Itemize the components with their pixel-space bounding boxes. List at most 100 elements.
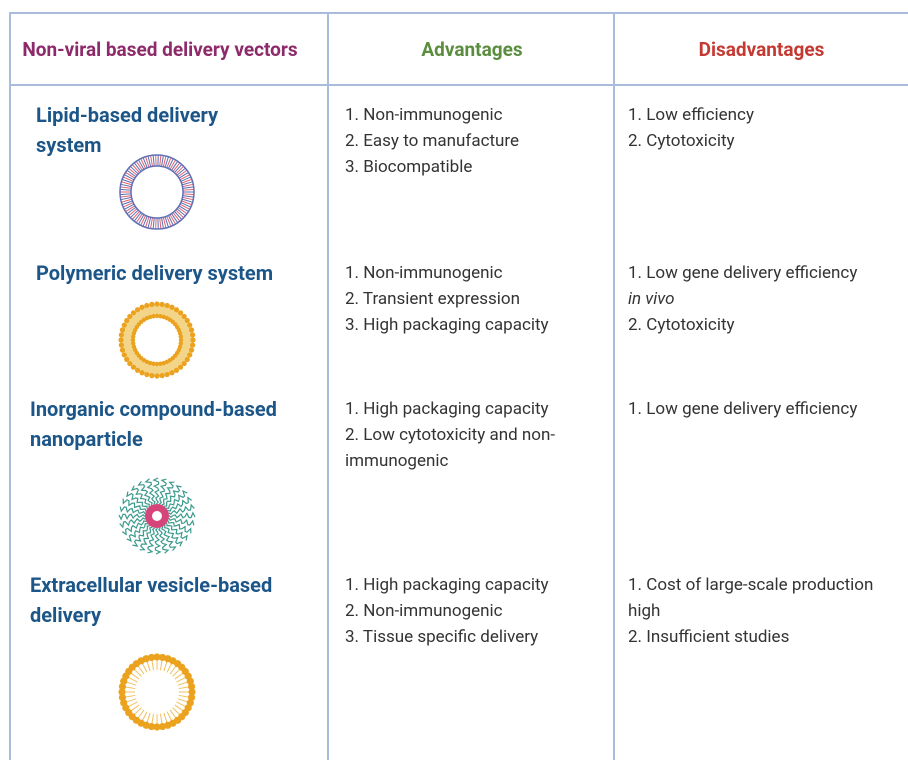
- icon-part: [182, 188, 194, 191]
- icon-part: [121, 181, 133, 186]
- icon-part: [150, 155, 153, 167]
- list-item: 1. Non-immunogenic: [345, 263, 503, 283]
- icon-part: [158, 527, 170, 554]
- icon-part: [178, 341, 183, 346]
- icon-part: [146, 661, 151, 672]
- icon-part: [187, 352, 193, 358]
- icon-part: [188, 347, 195, 353]
- icon-part: [168, 517, 195, 526]
- icon-part: [154, 373, 160, 379]
- icon-part: [137, 709, 145, 719]
- icon-part: [158, 314, 163, 319]
- icon-part: [119, 327, 126, 333]
- icon-part: [130, 704, 140, 712]
- disadvantages-list: 1. Low gene delivery efficiency: [628, 396, 900, 422]
- icon-part: [181, 181, 193, 186]
- icon-part: [133, 162, 142, 172]
- icon-part: [142, 157, 148, 169]
- icon-part: [176, 208, 186, 217]
- icon-part: [182, 196, 194, 201]
- advantages-list: 1. High packaging capacity 2. Low cytotox…: [345, 396, 593, 474]
- icon-part: [120, 186, 132, 189]
- icon-part: [130, 165, 139, 175]
- vector-name: Extracellular vesicle-based delivery: [30, 573, 273, 627]
- icon-part: [133, 212, 142, 222]
- icon-part: [138, 159, 145, 170]
- icon-part: [122, 176, 134, 182]
- icon-part: [172, 669, 180, 677]
- icon-part: [134, 307, 141, 313]
- icon-part: [128, 167, 138, 176]
- icon-part: [124, 317, 130, 324]
- disadvantages-list: 1. Cost of large-scale production high 2.…: [628, 572, 900, 650]
- icon-part: [174, 672, 184, 680]
- icon-part: [120, 195, 132, 198]
- icon-part: [163, 712, 168, 723]
- icon-part: [161, 217, 164, 229]
- icon-part: [178, 171, 189, 179]
- icon-part: [159, 301, 165, 307]
- icon-part: [176, 701, 186, 707]
- list-item: 2. Non-immunogenic: [345, 601, 503, 621]
- icon-part: [159, 373, 165, 379]
- icon-part: [118, 332, 124, 338]
- icon-part: [151, 361, 156, 366]
- icon-part: [152, 217, 155, 229]
- icon-part: [122, 305, 192, 375]
- icon-part: [134, 707, 142, 715]
- list-item: 2. Cytotoxicity: [628, 131, 735, 151]
- border: [9, 12, 11, 760]
- icon-part: [139, 304, 145, 310]
- icon-part: [184, 317, 190, 324]
- border: [613, 12, 615, 760]
- icon-part: [174, 704, 184, 712]
- icon-part: [188, 327, 195, 333]
- icon-part: [118, 342, 124, 348]
- icon-part: [178, 686, 189, 690]
- icon-part: [167, 158, 174, 169]
- icon-part: [177, 310, 184, 316]
- icon-part: [171, 213, 179, 223]
- icon-part: [154, 301, 160, 307]
- icon-part: [176, 677, 186, 683]
- icon-part: [169, 370, 175, 376]
- icon-part: [172, 707, 180, 715]
- icon-part: [126, 206, 137, 215]
- icon-part: [181, 178, 192, 184]
- icon-part: [135, 213, 143, 223]
- list-item: in vivo: [628, 289, 675, 309]
- icon-part: [130, 165, 184, 219]
- icon-part: [122, 498, 147, 512]
- icon-part: [153, 653, 161, 661]
- icon-part: [174, 164, 183, 174]
- icon-part: [178, 334, 183, 339]
- icon-part: [126, 491, 148, 510]
- list-item: 1. Non-immunogenic: [345, 105, 503, 125]
- icon-part: [171, 161, 179, 171]
- icon-part: [167, 496, 193, 512]
- icon-part: [147, 527, 156, 554]
- icon-part: [131, 210, 140, 220]
- icon-part: [159, 713, 163, 724]
- icon-part: [166, 215, 172, 227]
- icon-part: [169, 159, 176, 170]
- icon-part: [145, 156, 150, 168]
- border: [10, 12, 908, 14]
- icon-part: [118, 688, 126, 696]
- icon-part: [180, 202, 192, 208]
- icon-part: [120, 188, 132, 191]
- icon-part: [190, 332, 196, 338]
- icon-part: [149, 373, 155, 379]
- icon-part: [138, 214, 145, 225]
- icon-part: [151, 660, 155, 671]
- vector-name: Inorganic compound-based nanoparticle: [30, 397, 277, 451]
- icon-part: [164, 216, 169, 228]
- column-header: Disadvantages: [698, 37, 825, 61]
- icon-part: [122, 202, 134, 208]
- icon-part: [176, 167, 186, 176]
- icon-part: [150, 217, 153, 229]
- icon-part: [146, 712, 151, 723]
- icon-part: [126, 698, 137, 703]
- disadvantages-list: 1. Low efficiency 2. Cytotoxicity: [628, 102, 900, 154]
- icon-part: [174, 210, 183, 220]
